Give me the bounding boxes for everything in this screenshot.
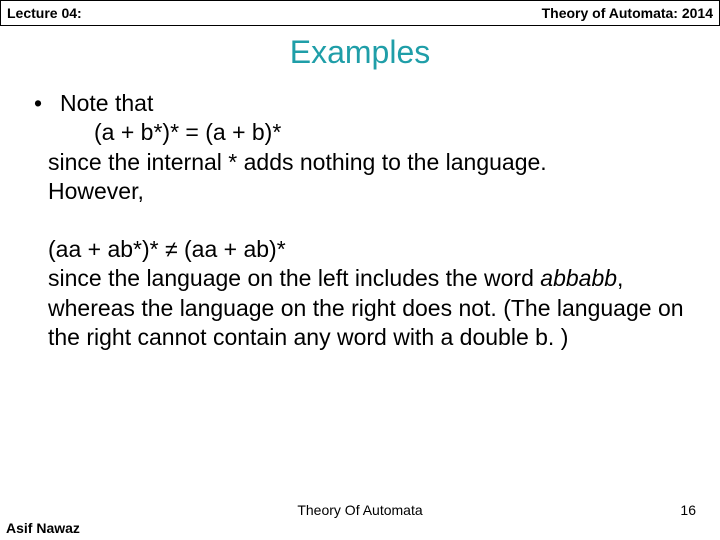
explain-line-1b: However,: [34, 177, 692, 206]
bullet-marker: •: [34, 89, 60, 118]
explain-para-2: since the language on the left includes …: [34, 264, 692, 352]
italic-word: abbabb: [540, 265, 617, 291]
explain-line-1a: since the internal * adds nothing to the…: [34, 148, 692, 177]
text-span: since the language on the left includes …: [48, 265, 540, 291]
slide-title: Examples: [0, 34, 720, 71]
footer-author: Asif Nawaz: [6, 520, 80, 536]
header-bar: Lecture 04: Theory of Automata: 2014: [0, 0, 720, 26]
equation-1: (a + b*)* = (a + b)*: [34, 118, 692, 147]
page-number: 16: [680, 502, 696, 518]
header-left: Lecture 04:: [7, 5, 82, 21]
slide-content: • Note that (a + b*)* = (a + b)* since t…: [0, 89, 720, 353]
bullet-text: Note that: [60, 89, 153, 118]
header-right: Theory of Automata: 2014: [542, 5, 713, 21]
footer-center: Theory Of Automata: [0, 502, 720, 518]
bullet-item: • Note that: [34, 89, 692, 118]
equation-2: (aa + ab*)* ≠ (aa + ab)*: [34, 235, 692, 264]
